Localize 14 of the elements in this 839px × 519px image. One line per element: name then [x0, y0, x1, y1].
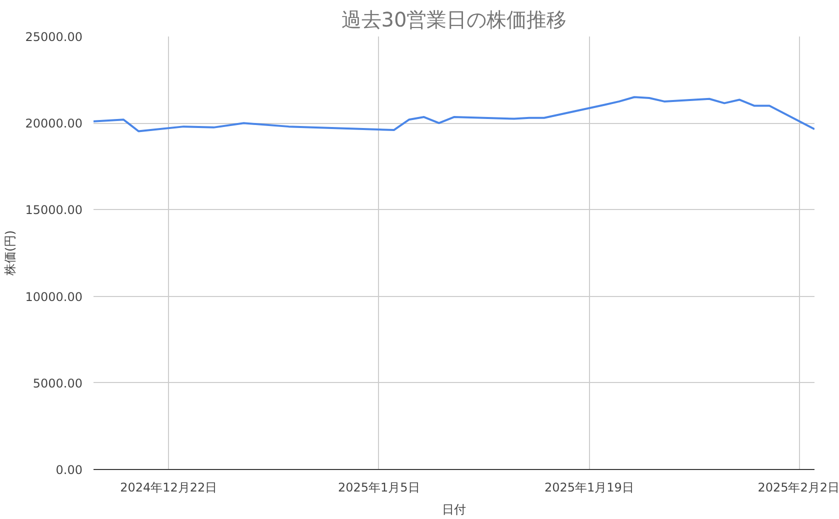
y-tick-label: 20000.00: [25, 116, 83, 131]
x-tick-label: 2025年1月19日: [544, 480, 634, 494]
x-tick-label: 2025年1月5日: [338, 480, 420, 494]
y-tick-label: 5000.00: [32, 376, 82, 390]
line-series: [94, 96, 814, 132]
y-tick-label: 15000.00: [25, 203, 83, 218]
y-axis-title: 株価(円): [3, 230, 18, 277]
chart-title: 過去30営業日の株価推移: [341, 8, 567, 32]
y-tick-label: 0.00: [56, 463, 82, 477]
y-tick-label: 10000.00: [25, 290, 83, 304]
x-tick-label: 2025年2月2日: [758, 480, 839, 494]
x-tick-label: 2024年12月22日: [120, 480, 218, 494]
x-axis-title: 日付: [442, 502, 466, 516]
y-tick-label: 25000.00: [25, 30, 83, 44]
